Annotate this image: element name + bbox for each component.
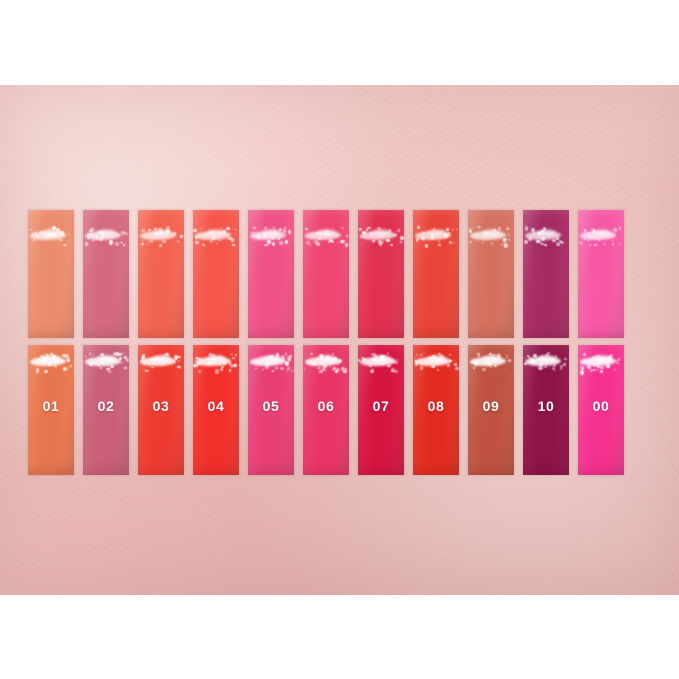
swatch-column-04[interactable]: 04 <box>193 0 239 679</box>
swatch-edge-shading <box>468 210 514 338</box>
swatch-edge-shading <box>578 210 624 338</box>
swatch-panel <box>303 210 349 338</box>
swatch-panel <box>578 210 624 338</box>
shade-number-label-05: 05 <box>262 398 280 414</box>
swatch-panel <box>248 210 294 338</box>
swatch-column-07[interactable]: 07 <box>358 0 404 679</box>
swatch-edge-shading <box>248 210 294 338</box>
swatch-color-fill <box>83 345 129 475</box>
swatch-column-10[interactable]: 10 <box>523 0 569 679</box>
swatch-column-03[interactable]: 03 <box>138 0 184 679</box>
shade-number-label-04: 04 <box>207 398 225 414</box>
shade-number-label-03: 03 <box>152 398 170 414</box>
swatch-edge-shading <box>523 210 569 338</box>
swatch-edge-shading <box>413 210 459 338</box>
swatch-column-09[interactable]: 09 <box>468 0 514 679</box>
swatch-color-fill <box>303 345 349 475</box>
swatch-column-06[interactable]: 06 <box>303 0 349 679</box>
swatch-edge-shading <box>138 210 184 338</box>
shade-number-label-08: 08 <box>427 398 445 414</box>
swatch-sheen <box>358 345 404 475</box>
swatch-sheen <box>83 345 129 475</box>
swatch-panel <box>358 210 404 338</box>
swatch-sheen <box>138 345 184 475</box>
swatch-panel-labeled <box>578 345 624 475</box>
swatch-color-fill <box>358 345 404 475</box>
swatch-panel <box>523 210 569 338</box>
swatch-edge-shading <box>83 210 129 338</box>
swatch-panel <box>28 210 74 338</box>
swatch-panel-labeled <box>138 345 184 475</box>
swatch-panel-labeled <box>413 345 459 475</box>
swatch-panel-labeled <box>468 345 514 475</box>
swatch-color-fill <box>248 345 294 475</box>
swatch-column-05[interactable]: 05 <box>248 0 294 679</box>
swatch-column-01[interactable]: 01 <box>28 0 74 679</box>
swatch-panel <box>138 210 184 338</box>
swatch-panel-labeled <box>193 345 239 475</box>
swatch-column-02[interactable]: 02 <box>83 0 129 679</box>
swatch-panel-labeled <box>83 345 129 475</box>
swatch-edge-shading <box>193 210 239 338</box>
swatch-edge-shading <box>358 210 404 338</box>
shade-number-label-10: 10 <box>537 398 555 414</box>
shade-number-label-02: 02 <box>97 398 115 414</box>
swatch-panel <box>468 210 514 338</box>
swatch-column-08[interactable]: 08 <box>413 0 459 679</box>
swatch-color-fill <box>28 345 74 475</box>
shade-number-label-01: 01 <box>42 398 60 414</box>
swatch-panel <box>83 210 129 338</box>
shade-number-label-09: 09 <box>482 398 500 414</box>
swatch-panel <box>413 210 459 338</box>
swatch-panel-labeled <box>303 345 349 475</box>
swatch-sheen <box>28 345 74 475</box>
swatch-edge-shading <box>303 210 349 338</box>
swatch-panel <box>193 210 239 338</box>
swatch-panel-labeled <box>358 345 404 475</box>
shade-number-label-07: 07 <box>372 398 390 414</box>
shade-number-label-06: 06 <box>317 398 335 414</box>
paper-background <box>0 85 679 595</box>
swatch-panel-labeled <box>28 345 74 475</box>
swatch-sheen <box>248 345 294 475</box>
swatch-edge-shading <box>28 210 74 338</box>
swatch-color-fill <box>138 345 184 475</box>
shade-number-label-00: 00 <box>592 398 610 414</box>
swatch-column-00[interactable]: 00 <box>578 0 624 679</box>
